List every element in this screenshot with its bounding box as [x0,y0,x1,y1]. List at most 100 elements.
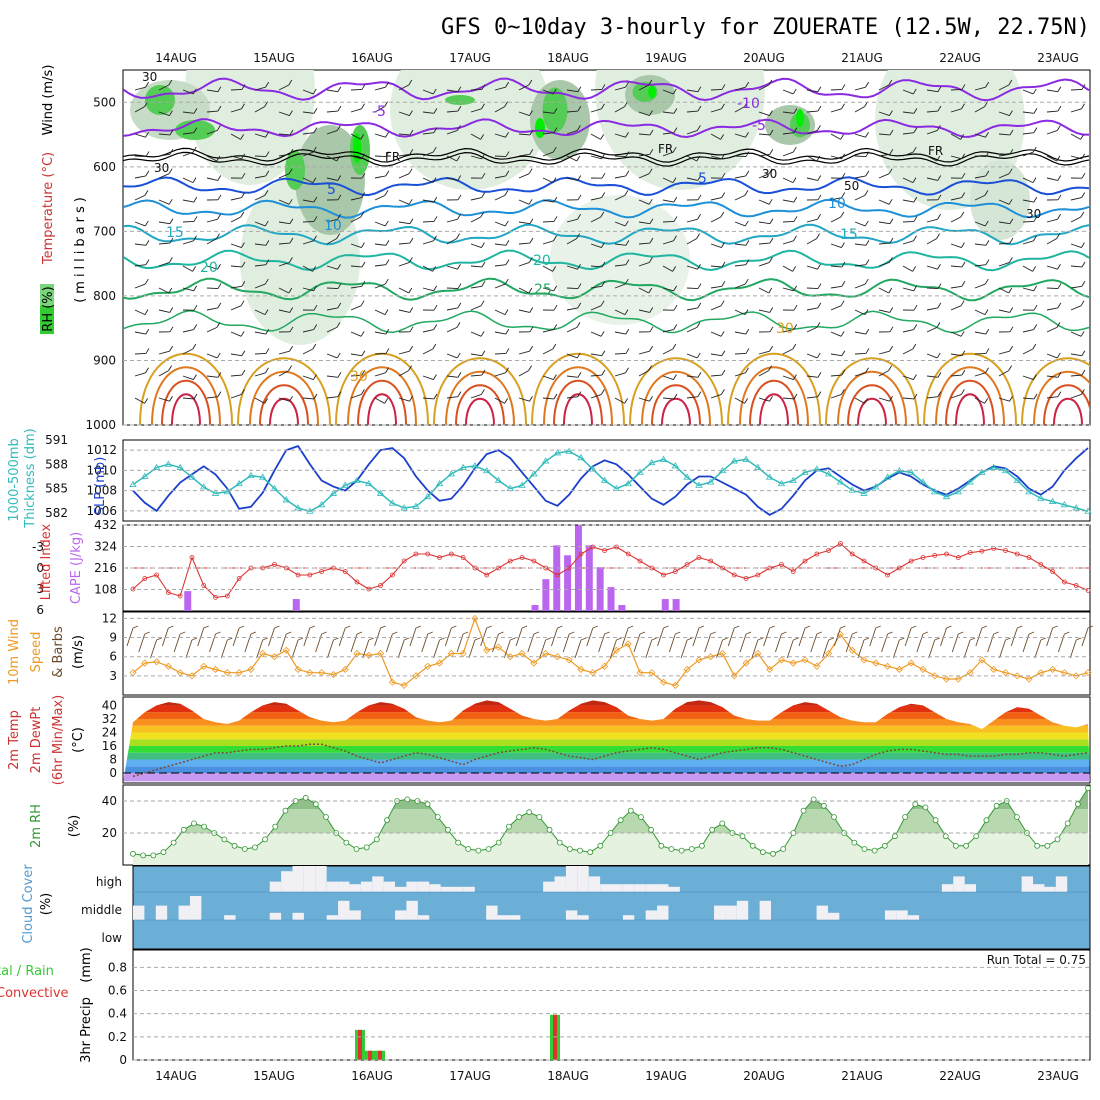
wind-barb [278,242,290,245]
wind-barb [230,155,242,160]
wind-barb-flag [144,190,149,196]
wind-barb [734,106,745,113]
wind-barb [566,110,578,113]
wind-barb-flag [768,79,773,86]
rh-marker [343,839,350,846]
wind-barb-flag [865,81,870,88]
wind-barb [734,331,746,335]
wind-barb-flag [912,177,917,183]
wind-barb [926,155,938,162]
wind-barb-flag [553,235,557,242]
wind-barb [758,261,770,267]
wind-barb-flag [601,192,606,198]
surface-wind-barb-flag [592,625,598,629]
rh-marker [648,826,655,833]
wind-barb-flag [385,81,390,88]
wind-barb [902,220,915,223]
pressure-tick-label: 500 [93,95,116,109]
wind-barb-flag [985,367,989,374]
wind-barb-flag [1008,168,1013,174]
wind-barb-flag [841,192,846,198]
wind-barb [974,243,986,246]
wind-barb [1046,307,1058,311]
wind-barb [662,89,674,95]
thickness-label-2: Thickness (dm) [23,428,38,528]
wind-barb [518,221,530,225]
wind-barb-flag [625,328,630,335]
wind-barb-flag [744,190,749,196]
surface-wind-barb [975,627,983,647]
wind-barb-flag [217,391,222,397]
wind-barb-flag [504,220,509,227]
wind-barb-flag [481,172,486,179]
wind-barb [974,283,986,289]
cape-bar [585,545,593,611]
wind-barb [326,129,338,135]
wind-barb [206,396,218,399]
wind-barb [830,331,842,337]
wind-barb-flag [169,326,174,333]
wind-speed-marker [659,678,668,686]
wind-barb [998,309,1010,313]
wind-barb-flag [265,367,269,374]
surface-wind-barb [220,639,228,659]
surface-wind-barb-flag [215,631,221,635]
wind-barb [566,375,578,378]
surface-temperature-dome [347,366,417,425]
wind-barb [830,133,841,140]
wind-barb-flag [361,192,366,198]
temperature-contour [123,277,1090,302]
wind-barb-flag [241,369,246,376]
wind-barb [134,106,145,113]
wind-barb-flag [264,278,269,285]
wind-barb [806,89,818,93]
wind-barb-flag [456,352,461,359]
surface-wind-barb-flag [262,637,268,641]
wind-barb-flag [865,367,869,374]
wind-barb [206,307,218,311]
wind-barb [446,396,458,399]
wind-barb [758,153,770,157]
wind-barb-flag [961,261,966,268]
wind-label-2: Speed [29,632,44,673]
wind-barb-flag [265,259,270,265]
wind-barb-flag [1033,374,1037,380]
wind-barb-flag [265,131,269,138]
wind-barb [734,175,746,179]
wind-barb [710,305,722,311]
li-marker [696,555,702,560]
rh-marker [831,814,837,820]
surface-wind-barb-flag [1017,625,1023,629]
rh-label: RH (%) [41,286,56,331]
wind-barb-flag [913,196,918,203]
wind-barb [494,221,506,227]
li-tick-label: 3 [36,582,44,596]
wind-barb-flag [553,304,558,311]
wind-barb [542,240,554,245]
surface-temperature-dome [357,380,407,425]
high-cloud-bar [953,876,965,892]
wind-barb [446,89,458,93]
surface-wind-barb-flag [1087,625,1094,629]
wind-barb [1046,326,1058,333]
wind-speed-marker [412,672,420,680]
wind-barb [158,309,170,313]
high-cloud-bar [440,886,452,892]
wind-barb [998,111,1010,117]
wind-barb-flag [288,287,293,294]
surface-wind-barb-flag [686,637,693,641]
surface-wind-barb-flag [274,625,280,629]
surface-wind-barb [668,633,676,653]
wind-barb-flag [385,348,390,354]
rh-marker [475,847,482,854]
high-cloud-bar [406,881,418,892]
wind-barb [638,199,650,205]
wind-barb-flag [720,331,725,337]
wind-barb [446,238,457,245]
wind-barb [782,111,794,114]
date-label-top: 17AUG [449,51,491,65]
wind-barb-flag [769,307,774,313]
wind-barb [638,287,650,294]
